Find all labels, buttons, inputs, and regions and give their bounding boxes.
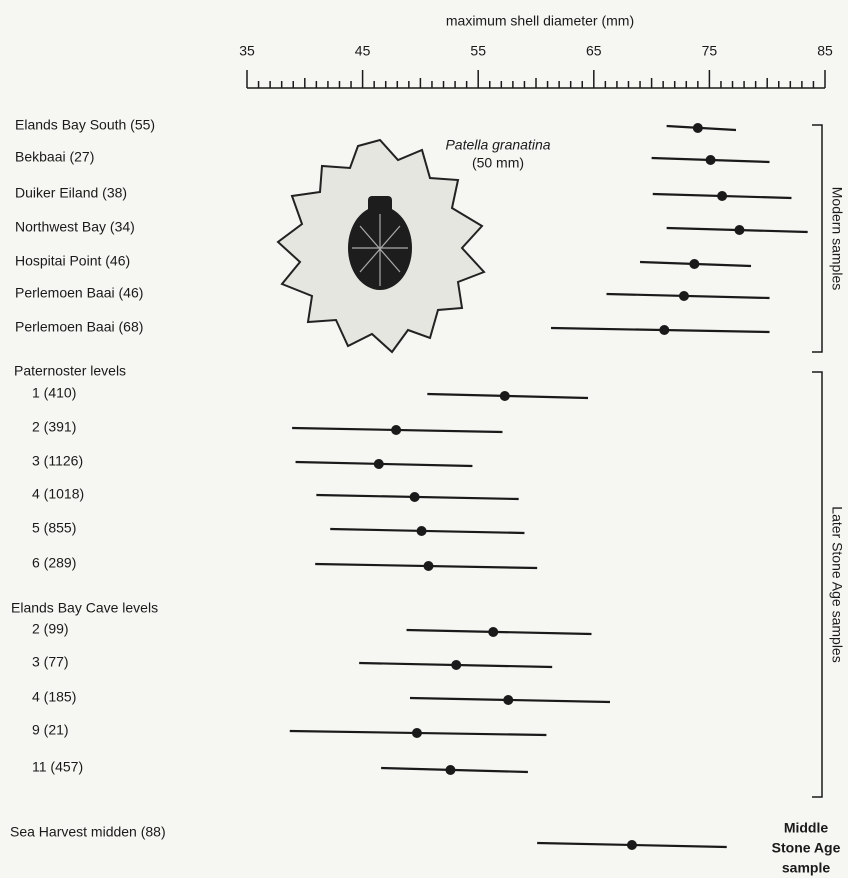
row-label: 2 (391) bbox=[32, 419, 76, 435]
mean-dot bbox=[626, 840, 637, 850]
mean-dot bbox=[411, 728, 422, 738]
row-label: Perlemoen Baai (46) bbox=[15, 285, 143, 301]
x-axis-title: maximum shell diameter (mm) bbox=[446, 13, 634, 29]
mean-dot bbox=[503, 695, 514, 705]
mean-dot bbox=[734, 225, 745, 235]
annotation-species: Patella granatina bbox=[445, 137, 550, 153]
mean-dot bbox=[416, 526, 427, 536]
group-heading: Paternoster levels bbox=[14, 363, 126, 379]
period-label: Stone Age bbox=[772, 840, 841, 856]
mean-dot bbox=[409, 492, 420, 502]
row-label: 4 (185) bbox=[32, 689, 76, 705]
x-tick-label: 65 bbox=[586, 43, 602, 59]
period-bracket bbox=[812, 124, 823, 353]
period-label: Modern samples bbox=[829, 187, 845, 291]
period-label: sample bbox=[782, 860, 830, 876]
annotation-size: (50 mm) bbox=[472, 155, 524, 171]
row-label: Perlemoen Baai (68) bbox=[15, 319, 143, 335]
mean-dot bbox=[717, 191, 728, 201]
row-label: 1 (410) bbox=[32, 385, 76, 401]
mean-dot bbox=[423, 561, 434, 571]
mean-dot bbox=[391, 425, 402, 435]
row-label: Sea Harvest midden (88) bbox=[10, 824, 166, 840]
period-label: Middle bbox=[784, 820, 829, 836]
mean-dot bbox=[445, 765, 456, 775]
x-tick-label: 35 bbox=[239, 43, 255, 59]
mean-dot bbox=[659, 325, 670, 335]
period-bracket bbox=[812, 371, 823, 798]
row-label: 6 (289) bbox=[32, 555, 76, 571]
row-label: Northwest Bay (34) bbox=[15, 219, 135, 235]
mean-dot bbox=[499, 391, 510, 401]
mean-dot bbox=[373, 459, 384, 469]
mean-dot bbox=[692, 123, 703, 133]
row-label: 2 (99) bbox=[32, 621, 69, 637]
range-line bbox=[295, 460, 473, 468]
x-tick-label: 85 bbox=[817, 43, 833, 59]
shell-illustration bbox=[276, 138, 486, 354]
row-label: Duiker Eiland (38) bbox=[15, 185, 127, 201]
x-tick-label: 75 bbox=[702, 43, 718, 59]
row-label: Bekbaai (27) bbox=[15, 149, 94, 165]
row-label: 5 (855) bbox=[32, 520, 76, 536]
mean-dot bbox=[678, 291, 689, 301]
range-line bbox=[406, 628, 592, 636]
row-label: 3 (1126) bbox=[32, 453, 83, 469]
row-label: Hospitai Point (46) bbox=[15, 253, 130, 269]
mean-dot bbox=[705, 155, 716, 165]
mean-dot bbox=[689, 259, 700, 269]
x-tick-label: 45 bbox=[355, 43, 371, 59]
mean-dot bbox=[451, 660, 462, 670]
row-label: Elands Bay South (55) bbox=[15, 117, 155, 133]
mean-dot bbox=[488, 627, 499, 637]
row-label: 11 (457) bbox=[32, 759, 83, 775]
period-label: Later Stone Age samples bbox=[829, 506, 845, 662]
range-line bbox=[330, 527, 525, 535]
row-label: 3 (77) bbox=[32, 654, 69, 670]
row-label: 9 (21) bbox=[32, 722, 69, 738]
x-tick-label: 55 bbox=[470, 43, 486, 59]
group-heading: Elands Bay Cave levels bbox=[11, 600, 158, 616]
row-label: 4 (1018) bbox=[32, 486, 84, 502]
